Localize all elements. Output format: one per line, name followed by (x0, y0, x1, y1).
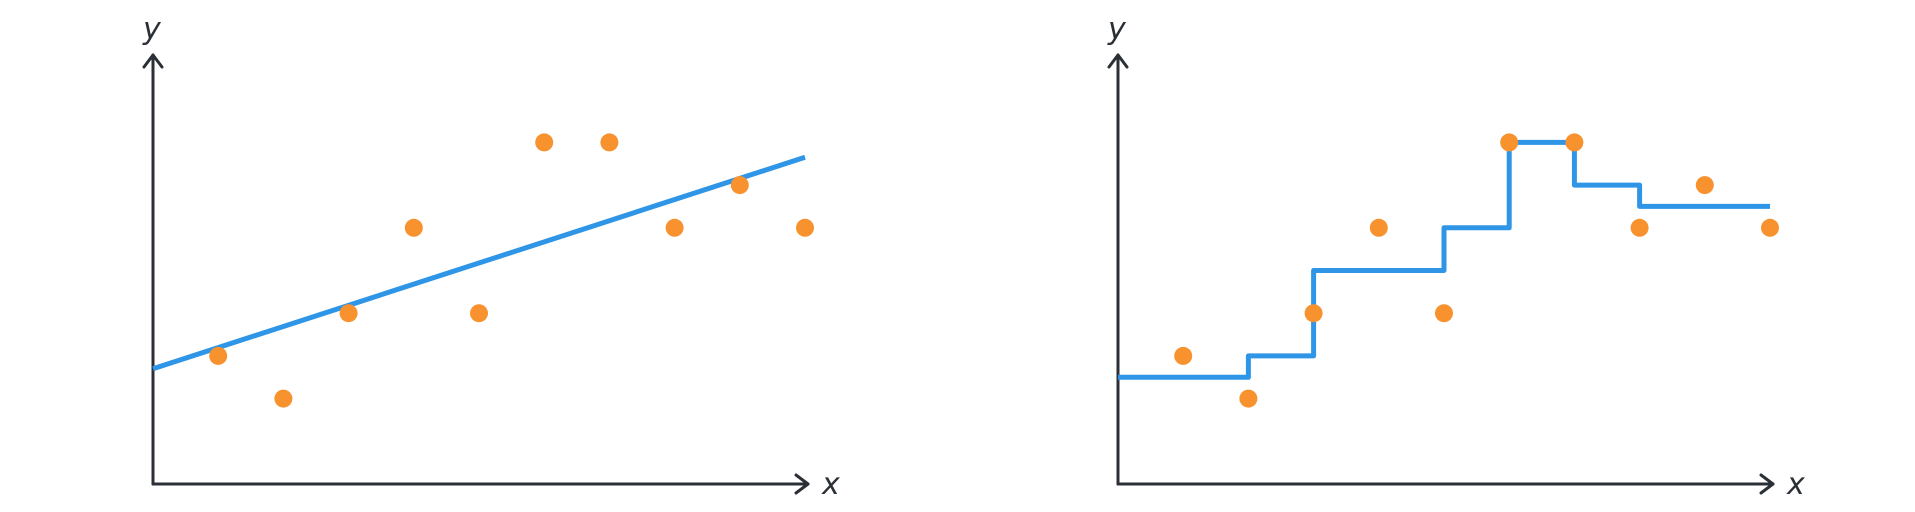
data-points-layer (1174, 133, 1779, 408)
data-point-4 (404, 218, 423, 237)
chart-panel-linear-fit: y x (142, 12, 840, 502)
fit-line-layer (152, 154, 806, 372)
data-point-5 (470, 304, 488, 323)
data-point-1 (209, 346, 228, 365)
data-point-9 (1695, 176, 1714, 195)
data-point-6 (1500, 133, 1519, 152)
y-axis-label: y (1107, 12, 1127, 47)
data-point-2 (1239, 389, 1258, 408)
y-axis-label: y (142, 12, 162, 47)
x-axis-label: x (1786, 467, 1805, 502)
data-point-7 (1565, 133, 1584, 152)
data-point-3 (339, 304, 358, 323)
data-point-1 (1174, 346, 1193, 365)
fit-line-layer (1118, 139, 1770, 380)
step-fit-line (1118, 139, 1770, 380)
data-point-2 (274, 389, 293, 408)
data-point-8 (1630, 218, 1649, 237)
data-point-10 (796, 218, 814, 237)
linear-fit-line (152, 154, 806, 372)
data-points-layer (209, 133, 814, 408)
y-axis-arrowhead (1107, 53, 1129, 69)
data-point-7 (600, 133, 619, 152)
chart-panel-step-fit: y x (1107, 12, 1805, 502)
x-axis-arrowhead (1759, 473, 1775, 495)
data-point-3 (1304, 304, 1323, 323)
x-axis-label: x (821, 467, 840, 502)
y-axis-arrowhead (142, 53, 164, 69)
x-axis-arrowhead (794, 473, 810, 495)
data-point-5 (1435, 304, 1453, 323)
data-point-4 (1369, 218, 1388, 237)
data-point-6 (535, 133, 554, 152)
data-point-9 (730, 176, 749, 195)
data-point-10 (1761, 218, 1779, 237)
data-point-8 (665, 218, 684, 237)
